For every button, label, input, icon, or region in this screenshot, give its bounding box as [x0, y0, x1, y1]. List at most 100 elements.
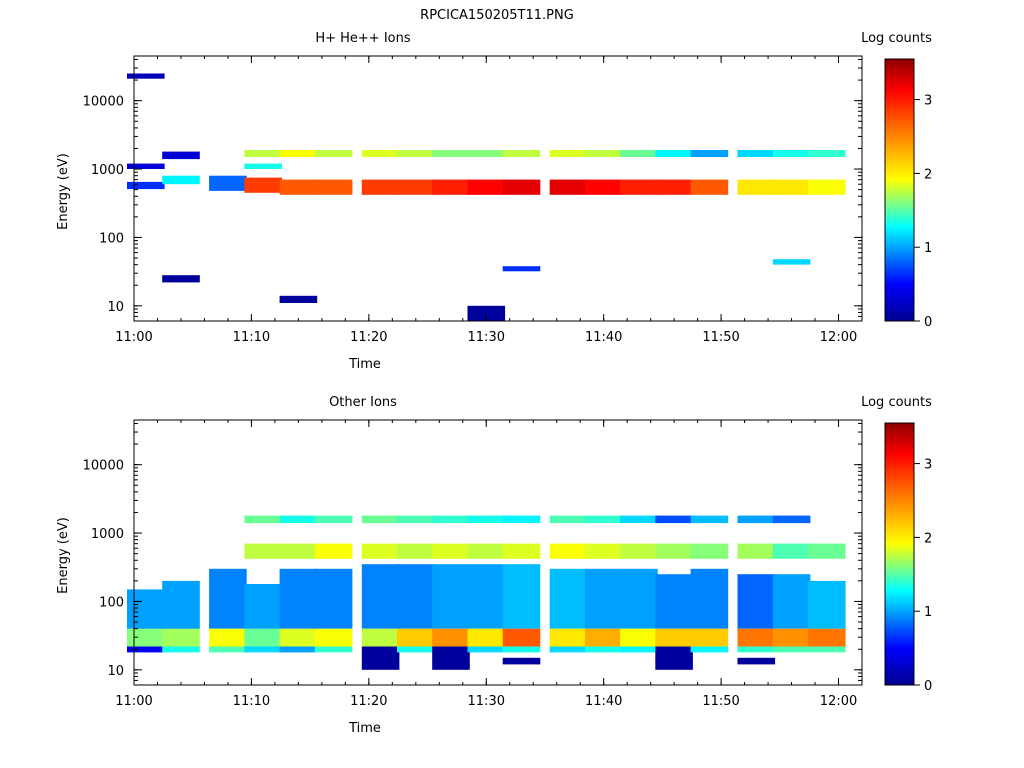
x-tick-label: 11:00	[115, 694, 152, 709]
x-tick-label: 11:30	[468, 330, 505, 345]
heatmap-cell	[127, 646, 165, 653]
panel-title: Other Ions	[329, 395, 397, 410]
y-tick-label: 100	[99, 231, 124, 246]
heatmap-cell	[690, 150, 729, 157]
x-tick-label: 11:00	[115, 330, 152, 345]
heatmap-cell	[808, 580, 846, 629]
heatmap-cell	[162, 646, 200, 653]
heatmap-cell	[467, 515, 506, 524]
x-tick-label: 11:10	[233, 330, 270, 345]
heatmap-cell	[549, 543, 588, 559]
panel-other-ions: 11:00 11:10 11:20 11:30 11:40 11:50 12:0010100…	[56, 395, 932, 736]
heatmap-cell	[808, 150, 846, 157]
x-axis-label: Time	[348, 357, 381, 372]
heatmap-cell	[737, 515, 776, 524]
heatmap-cell	[808, 628, 846, 647]
heatmap-cell	[279, 295, 318, 303]
heatmap-cell	[584, 568, 623, 629]
heatmap-cell	[467, 150, 506, 157]
heatmap-cell	[772, 543, 811, 559]
heatmap-cell	[162, 151, 200, 160]
heatmap-cell	[808, 543, 846, 559]
heatmap-cell	[279, 646, 318, 653]
heatmap-cell	[162, 580, 200, 629]
heatmap-cell	[737, 543, 776, 559]
heatmap-cell	[397, 515, 435, 524]
heatmap-cell	[314, 628, 353, 647]
x-tick-label: 11:50	[702, 694, 739, 709]
heatmap-cell	[808, 646, 846, 653]
y-tick-label: 100	[99, 595, 124, 610]
heatmap-cell	[244, 646, 282, 653]
heatmap-cell	[244, 584, 282, 629]
y-tick-label: 1000	[91, 527, 124, 542]
heatmap-cell	[772, 179, 811, 195]
heatmap-cell	[690, 568, 729, 629]
heatmap-cell	[279, 568, 318, 629]
y-axis-label: Energy (eV)	[56, 517, 71, 594]
heatmap-cell	[467, 305, 506, 321]
heatmap-cell	[397, 564, 435, 629]
y-tick-label: 10000	[83, 459, 124, 474]
x-axis-label: Time	[348, 721, 381, 736]
heatmap-cell	[361, 150, 400, 157]
heatmap-cell	[655, 628, 693, 647]
heatmap-cell	[467, 543, 506, 559]
heatmap-cell	[467, 179, 506, 195]
heatmap-cell	[467, 628, 506, 647]
heatmap-cell	[502, 266, 541, 272]
heatmap-cell	[397, 646, 435, 653]
heatmap-cell	[127, 181, 165, 190]
heatmap-cell	[244, 163, 282, 169]
heatmap-cell	[279, 543, 318, 559]
heatmap-cell	[549, 515, 588, 524]
x-tick-label: 11:50	[702, 330, 739, 345]
heatmap-cell	[772, 646, 811, 653]
heatmap-cell	[690, 628, 729, 647]
heatmap-cell	[397, 543, 435, 559]
colorbar-tick-label: 0	[924, 315, 932, 330]
heatmap-cell	[584, 628, 623, 647]
heatmap-cell	[397, 628, 435, 647]
heatmap-cell	[584, 150, 623, 157]
heatmap-cell	[620, 628, 658, 647]
x-tick-label: 11:30	[468, 694, 505, 709]
heatmap-cell	[655, 150, 693, 157]
colorbar-tick-label: 2	[924, 531, 932, 546]
heatmap-cell	[620, 150, 658, 157]
heatmap-cell	[690, 646, 729, 653]
heatmap-cell	[361, 543, 400, 559]
heatmap-cell	[620, 543, 658, 559]
x-tick-label: 12:00	[820, 694, 857, 709]
heatmap-cell	[432, 543, 470, 559]
heatmap-cell	[127, 73, 165, 79]
heatmap-cell	[690, 543, 729, 559]
heatmap-cell	[584, 179, 623, 195]
x-tick-label: 11:40	[585, 694, 622, 709]
y-tick-label: 10	[107, 664, 124, 679]
colorbar-tick-label: 1	[924, 605, 932, 620]
y-tick-label: 1000	[91, 163, 124, 178]
colorbar-tick-label: 0	[924, 679, 932, 694]
heatmap-cell	[432, 628, 470, 647]
heatmap-cell	[655, 515, 693, 524]
heatmap-cell	[127, 628, 165, 647]
heatmap-cell	[244, 628, 282, 647]
heatmap-cell	[209, 646, 247, 653]
heatmap-cell	[244, 543, 282, 559]
colorbar-label: Log counts	[861, 395, 932, 410]
heatmap-cell	[655, 646, 693, 670]
heatmap-cell	[244, 177, 282, 193]
heatmap-cell	[772, 259, 811, 265]
x-tick-label: 11:20	[350, 694, 387, 709]
heatmap-cell	[279, 150, 318, 157]
colorbar	[884, 58, 915, 322]
heatmap-cell	[620, 568, 658, 629]
colorbar	[884, 422, 915, 686]
x-tick-label: 11:20	[350, 330, 387, 345]
y-axis-label: Energy (eV)	[56, 153, 71, 230]
heatmap-cell	[127, 163, 165, 169]
heatmap-cell	[279, 515, 318, 524]
heatmap-cell	[209, 175, 247, 191]
